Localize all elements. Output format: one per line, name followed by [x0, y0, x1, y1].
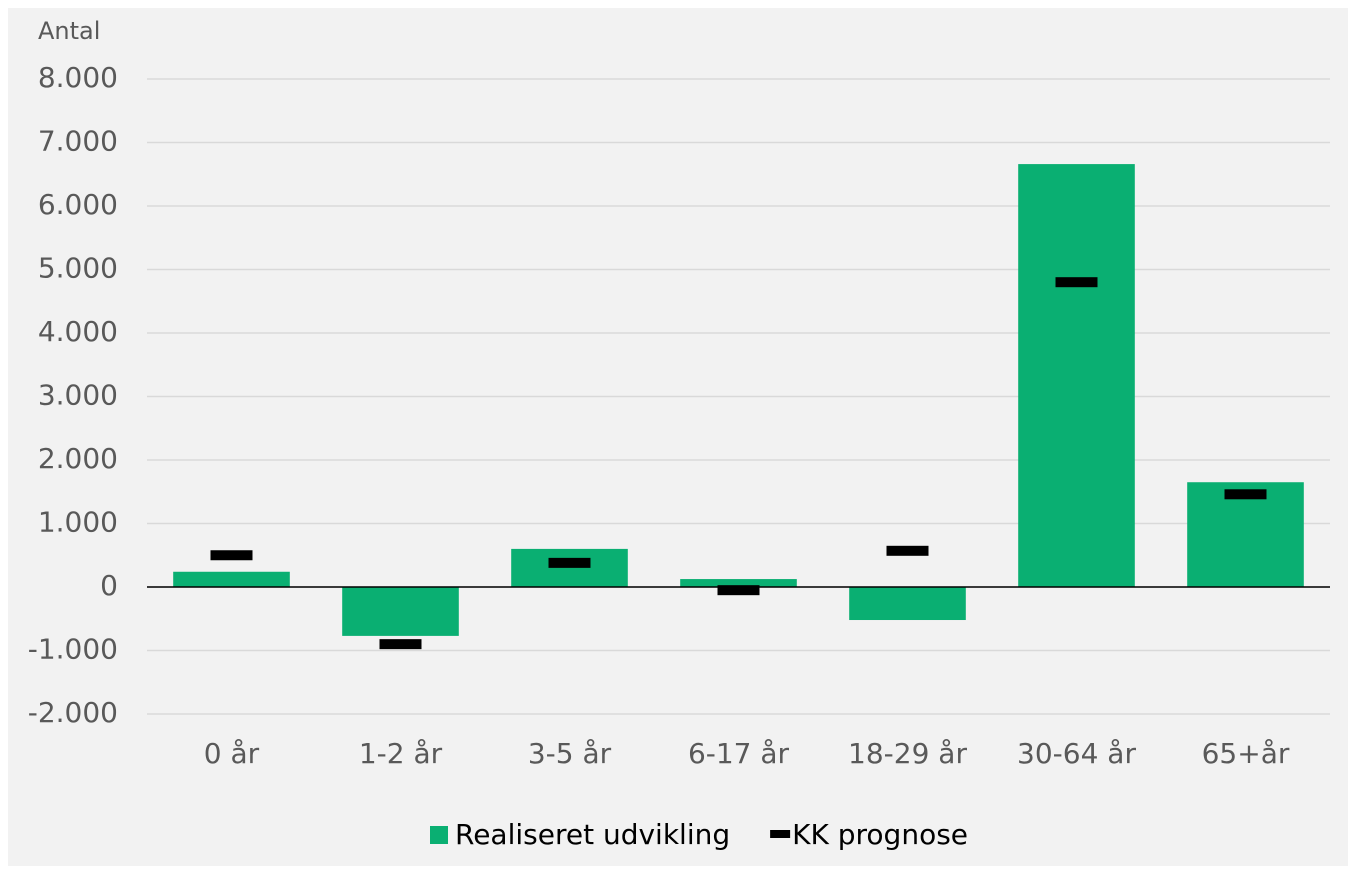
- legend-label: Realiseret udvikling: [455, 818, 730, 851]
- x-tick-label: 1-2 år: [359, 737, 443, 770]
- y-tick-label: 7.000: [38, 125, 118, 158]
- y-tick-label: 2.000: [38, 442, 118, 475]
- x-tick-label: 30-64 år: [1017, 737, 1136, 770]
- x-tick-label: 18-29 år: [848, 737, 967, 770]
- bar: [511, 548, 628, 587]
- x-tick-label: 6-17 år: [688, 737, 790, 770]
- y-tick-label: 3.000: [38, 379, 118, 412]
- marker: [548, 557, 591, 568]
- bar: [1018, 164, 1135, 587]
- legend-label: KK prognose: [792, 818, 968, 851]
- bar: [849, 587, 966, 621]
- bar: [342, 587, 459, 636]
- marker: [886, 545, 929, 556]
- y-tick-label: 8.000: [38, 61, 118, 94]
- y-tick-label: 5.000: [38, 252, 118, 285]
- y-tick-label: 1.000: [38, 506, 118, 539]
- legend-swatch: [430, 826, 448, 844]
- marker: [379, 639, 422, 650]
- marker: [717, 585, 760, 596]
- y-tick-label: -1.000: [28, 633, 118, 666]
- marker: [210, 550, 253, 561]
- bar: [173, 571, 290, 587]
- x-tick-label: 0 år: [204, 737, 260, 770]
- y-tick-label: 0: [100, 569, 118, 602]
- marker: [1055, 277, 1098, 288]
- marker: [1224, 489, 1267, 500]
- bar: [1187, 482, 1304, 587]
- x-tick-label: 3-5 år: [528, 737, 612, 770]
- legend-swatch: [770, 830, 791, 838]
- y-tick-label: 6.000: [38, 188, 118, 221]
- y-tick-label: 4.000: [38, 315, 118, 348]
- y-axis-label: Antal: [38, 17, 100, 45]
- bar: [680, 579, 797, 587]
- x-tick-label: 65+år: [1202, 737, 1290, 770]
- y-tick-label: -2.000: [28, 696, 118, 729]
